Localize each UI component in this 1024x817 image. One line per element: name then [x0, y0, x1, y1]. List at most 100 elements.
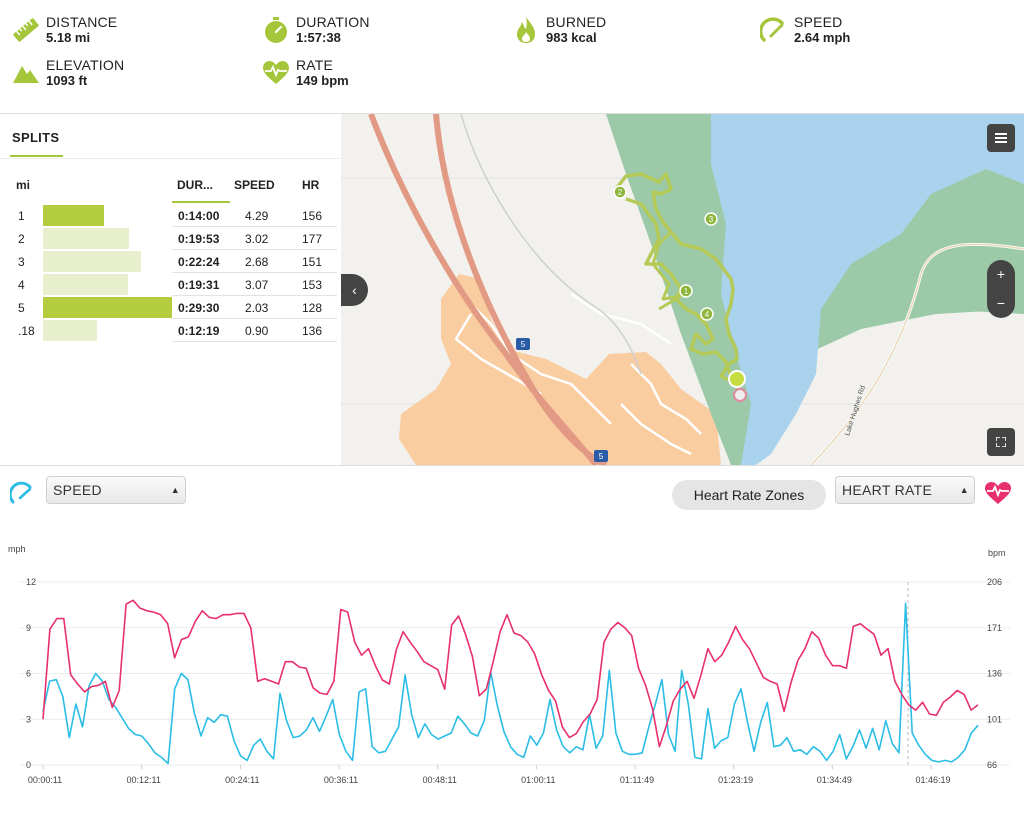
left-axis-unit: mph — [8, 544, 26, 554]
row-divider — [172, 341, 337, 342]
select-value: HEART RATE — [842, 482, 933, 498]
stats-header: DISTANCE 5.18 mi DURATION 1:57:38 BURNED… — [0, 0, 1024, 114]
start-marker[interactable] — [728, 370, 746, 388]
stat-rate: RATE 149 bpm — [262, 57, 349, 89]
left-metric-select[interactable]: SPEED ▲ — [46, 476, 186, 504]
mountain-icon — [13, 66, 39, 83]
road-label: Lake Hughes Rd — [844, 385, 867, 437]
split-bar — [43, 205, 104, 226]
col-header-duration[interactable]: DUR... — [177, 178, 213, 192]
divider — [0, 158, 341, 159]
left-tick-label: 9 — [26, 623, 31, 633]
stat-value: 5.18 mi — [46, 30, 91, 45]
split-speed: 2.03 — [245, 301, 269, 315]
table-row[interactable]: .18 0:12:19 0.90 136 — [0, 319, 341, 342]
split-duration: 0:19:31 — [178, 278, 220, 292]
split-mile: .18 — [18, 324, 35, 338]
right-tick-label: 66 — [987, 760, 997, 770]
split-hr: 151 — [302, 255, 323, 269]
row-divider — [172, 295, 337, 296]
split-marker[interactable]: 3 — [704, 212, 718, 226]
split-hr: 136 — [302, 324, 323, 338]
x-tick-label: 00:00:11 — [28, 775, 62, 785]
stat-speed: SPEED 2.64 mph — [760, 14, 850, 46]
svg-text:2: 2 — [618, 188, 623, 197]
table-row[interactable]: 5 0:29:30 2.03 128 — [0, 296, 341, 319]
split-duration: 0:29:30 — [178, 301, 220, 315]
col-header-hr[interactable]: HR — [302, 178, 320, 192]
stat-label: SPEED — [794, 14, 843, 30]
flame-icon — [517, 17, 535, 43]
split-marker[interactable]: 4 — [700, 307, 714, 321]
map-canvas[interactable]: 5 5 Lake Hughes Rd 1 2 3 4 — [341, 114, 1024, 465]
heart-pulse-icon — [985, 482, 1011, 504]
split-bar — [43, 320, 97, 341]
split-bar — [43, 297, 172, 318]
x-tick-label: 01:00:11 — [521, 775, 555, 785]
col-header-speed[interactable]: SPEED — [234, 178, 275, 192]
chart-plot[interactable]: 12 9 6 3 0 206 171 136 101 66 00:00:11 00:12:11 00:2… — [0, 530, 1024, 817]
table-row[interactable]: 1 0:14:00 4.29 156 — [0, 204, 341, 227]
right-tick-label: 171 — [987, 623, 1002, 633]
left-tick-label: 12 — [26, 577, 36, 587]
x-tick-label: 00:48:11 — [422, 775, 456, 785]
fullscreen-button[interactable] — [987, 428, 1015, 456]
collapse-panel-button[interactable]: ‹ — [341, 274, 368, 306]
split-mile: 2 — [18, 232, 25, 246]
right-axis-unit: bpm — [988, 548, 1006, 558]
sort-indicator — [172, 201, 230, 203]
splits-panel: SPLITS mi DUR... SPEED HR 1 0:14:00 4.29 15… — [0, 114, 341, 465]
split-duration: 0:19:53 — [178, 232, 220, 246]
tab-underline — [10, 155, 63, 157]
x-tick-label: 01:23:19 — [718, 775, 753, 785]
map-menu-button[interactable] — [987, 124, 1015, 152]
highway-shield: 5 — [516, 338, 530, 350]
zoom-in-button[interactable]: + — [996, 266, 1006, 282]
zoom-control: + − — [987, 260, 1015, 318]
split-hr: 128 — [302, 301, 323, 315]
speed-series-line — [42, 602, 979, 765]
row-divider — [172, 318, 337, 319]
split-hr: 177 — [302, 232, 323, 246]
split-bar — [43, 274, 128, 295]
table-row[interactable]: 3 0:22:24 2.68 151 — [0, 250, 341, 273]
tab-splits[interactable]: SPLITS — [12, 130, 60, 145]
row-divider — [172, 249, 337, 250]
stat-value: 149 bpm — [296, 73, 349, 88]
split-speed: 4.29 — [245, 209, 269, 223]
svg-text:3: 3 — [709, 215, 714, 224]
speedometer-icon — [760, 17, 784, 42]
stat-label: DURATION — [296, 14, 370, 30]
table-row[interactable]: 4 0:19:31 3.07 153 — [0, 273, 341, 296]
split-mile: 1 — [18, 209, 25, 223]
split-duration: 0:12:19 — [178, 324, 220, 338]
metrics-chart[interactable]: mph bpm 12 9 6 3 0 206 171 136 101 66 00:00:11 00:1… — [0, 530, 1024, 817]
col-header-mi[interactable]: mi — [16, 178, 31, 192]
ruler-icon — [13, 18, 39, 42]
x-tick-label: 01:11:49 — [620, 775, 654, 785]
updown-arrow-icon: ▲ — [170, 485, 180, 495]
svg-text:4: 4 — [705, 310, 710, 319]
finish-marker[interactable] — [733, 388, 747, 402]
chart-controls: SPEED ▲ Heart Rate Zones HEART RATE ▲ — [0, 465, 1024, 525]
stat-value: 983 kcal — [546, 30, 597, 45]
route-map[interactable]: 5 5 Lake Hughes Rd 1 2 3 4 ‹ + − — [341, 114, 1024, 465]
split-mile: 4 — [18, 278, 25, 292]
x-tick-label: 01:34:49 — [817, 775, 852, 785]
split-bar — [43, 228, 129, 249]
menu-icon — [995, 133, 1007, 143]
split-marker[interactable]: 1 — [679, 284, 693, 298]
split-marker[interactable]: 2 — [613, 185, 627, 199]
heart-rate-zones-button[interactable]: Heart Rate Zones — [672, 480, 826, 510]
right-tick-label: 206 — [987, 577, 1002, 587]
row-divider — [172, 226, 337, 227]
row-divider — [172, 272, 337, 273]
table-row[interactable]: 2 0:19:53 3.02 177 — [0, 227, 341, 250]
heart-pulse-icon — [263, 61, 289, 84]
updown-arrow-icon: ▲ — [959, 485, 969, 495]
right-metric-select[interactable]: HEART RATE ▲ — [835, 476, 975, 504]
split-hr: 153 — [302, 278, 323, 292]
zoom-out-button[interactable]: − — [996, 295, 1006, 311]
split-duration: 0:14:00 — [178, 209, 220, 223]
stat-label: BURNED — [546, 14, 607, 30]
